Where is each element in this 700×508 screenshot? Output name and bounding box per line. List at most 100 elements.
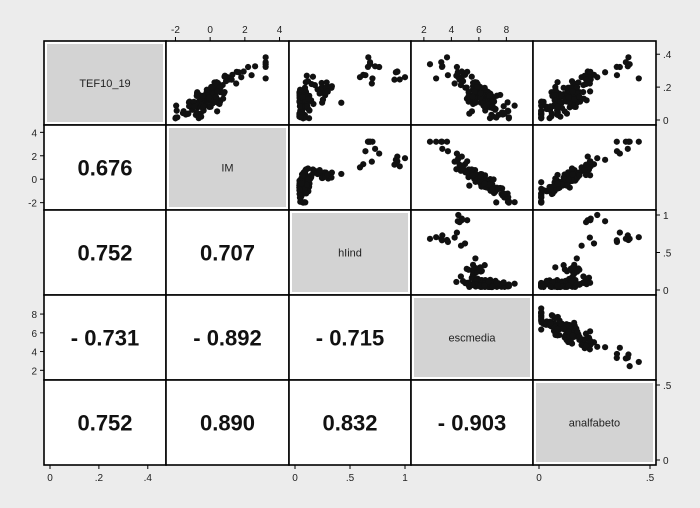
scatter-point xyxy=(587,158,594,165)
tick-label: 0 xyxy=(536,473,542,484)
scatter-point xyxy=(458,68,465,75)
tick-label: 0 xyxy=(663,286,669,297)
scatter-point xyxy=(191,103,198,110)
scatter-point xyxy=(306,107,313,114)
tick-label: 2 xyxy=(242,25,248,36)
scatter-point xyxy=(538,326,545,333)
scatter-point xyxy=(552,331,559,339)
scatter-point xyxy=(576,281,583,288)
scatter-point xyxy=(198,113,205,120)
scatter-point xyxy=(199,92,207,99)
scatter-point xyxy=(481,262,488,269)
scatter-point xyxy=(547,186,554,193)
scatter-point xyxy=(299,93,306,101)
tick-label: 0 xyxy=(47,473,53,484)
scatter-point xyxy=(616,229,623,236)
scatter-point xyxy=(493,114,500,121)
scatter-point xyxy=(565,282,572,289)
scatter-point xyxy=(466,182,473,189)
scatter-point xyxy=(549,312,556,319)
matrix-labels: TEF10_19 IM hIind escmedia analfabeto 0.676 0.… xyxy=(71,78,620,436)
scatter-point xyxy=(560,325,567,332)
scatter-point xyxy=(538,198,545,205)
scatter-point xyxy=(438,63,446,71)
scatter-point xyxy=(303,72,310,79)
scatter-point xyxy=(438,59,445,66)
scatter-point xyxy=(616,344,623,351)
scatter-point xyxy=(568,278,576,285)
scatter-point xyxy=(192,111,199,119)
scatter-point xyxy=(569,264,576,271)
scatter-point xyxy=(613,238,621,246)
scatter-point xyxy=(486,92,493,99)
scatter-point xyxy=(493,199,500,206)
scatter-point xyxy=(489,283,496,290)
tick-label: 2 xyxy=(421,25,427,36)
scatter-point xyxy=(228,76,235,83)
matrix-cell xyxy=(165,209,290,296)
scatter-point xyxy=(328,84,335,91)
scatter-point xyxy=(205,94,213,101)
scatter-point xyxy=(584,153,591,160)
scatter-point xyxy=(297,114,304,121)
scatter-point xyxy=(221,72,229,79)
scatter-point xyxy=(464,68,471,75)
scatter-point xyxy=(472,98,479,105)
scatter-point xyxy=(578,242,585,249)
matrix-cell xyxy=(288,294,412,381)
matrix-cell xyxy=(43,294,167,381)
scatter-point xyxy=(238,74,245,81)
tick-label: 1 xyxy=(663,211,669,222)
scatter-point xyxy=(366,59,374,66)
scatter-point xyxy=(574,83,581,91)
scatter-point xyxy=(635,75,642,82)
scatter-point xyxy=(305,176,312,183)
scatter-point xyxy=(308,171,315,179)
tick-label: .5 xyxy=(346,473,355,484)
correlation-value: - 0.715 xyxy=(316,326,385,351)
scatter-point xyxy=(262,63,269,71)
scatter-point xyxy=(500,279,507,286)
scatter-point xyxy=(303,103,310,110)
scatter-point xyxy=(602,218,609,225)
scatter-point xyxy=(444,148,452,155)
tick-label: 0 xyxy=(292,473,298,484)
scatter-point xyxy=(324,88,331,95)
scatter-point xyxy=(622,138,629,145)
scatter-point xyxy=(401,155,409,162)
scatter-point xyxy=(554,180,561,187)
scatter-point xyxy=(622,59,629,66)
scatter-point xyxy=(233,68,240,75)
scatter-point xyxy=(305,95,312,103)
scatter-point xyxy=(622,355,629,362)
scatter-point xyxy=(433,234,440,241)
scatter-point xyxy=(296,186,304,193)
scatter-point xyxy=(426,235,434,242)
scatter-point xyxy=(538,107,545,114)
correlation-value: 0.832 xyxy=(322,411,377,436)
scatter-point xyxy=(594,211,601,219)
matrix-cell xyxy=(165,379,290,466)
scatter-point xyxy=(540,187,547,194)
scatter-point xyxy=(569,171,576,178)
scatter-point xyxy=(505,114,513,121)
tick-label: .2 xyxy=(663,83,672,94)
scatter-point xyxy=(453,150,461,157)
tick-label: 8 xyxy=(31,310,37,321)
scatter-point xyxy=(554,109,561,116)
scatter-point xyxy=(391,76,398,83)
scatter-point xyxy=(469,281,476,288)
scatter-point xyxy=(426,138,434,145)
scatter-point xyxy=(394,153,401,160)
scatter-point xyxy=(582,171,590,179)
scatter-point xyxy=(635,234,642,241)
tick-label: 4 xyxy=(31,128,37,139)
scatter-point xyxy=(547,103,554,110)
scatter-point xyxy=(451,158,458,165)
tick-label: 6 xyxy=(31,329,37,340)
scatter-point xyxy=(459,165,467,172)
scatter-point xyxy=(366,138,374,145)
scatter-point xyxy=(394,68,401,75)
scatter-point xyxy=(594,343,601,350)
scatter-point xyxy=(248,72,255,79)
